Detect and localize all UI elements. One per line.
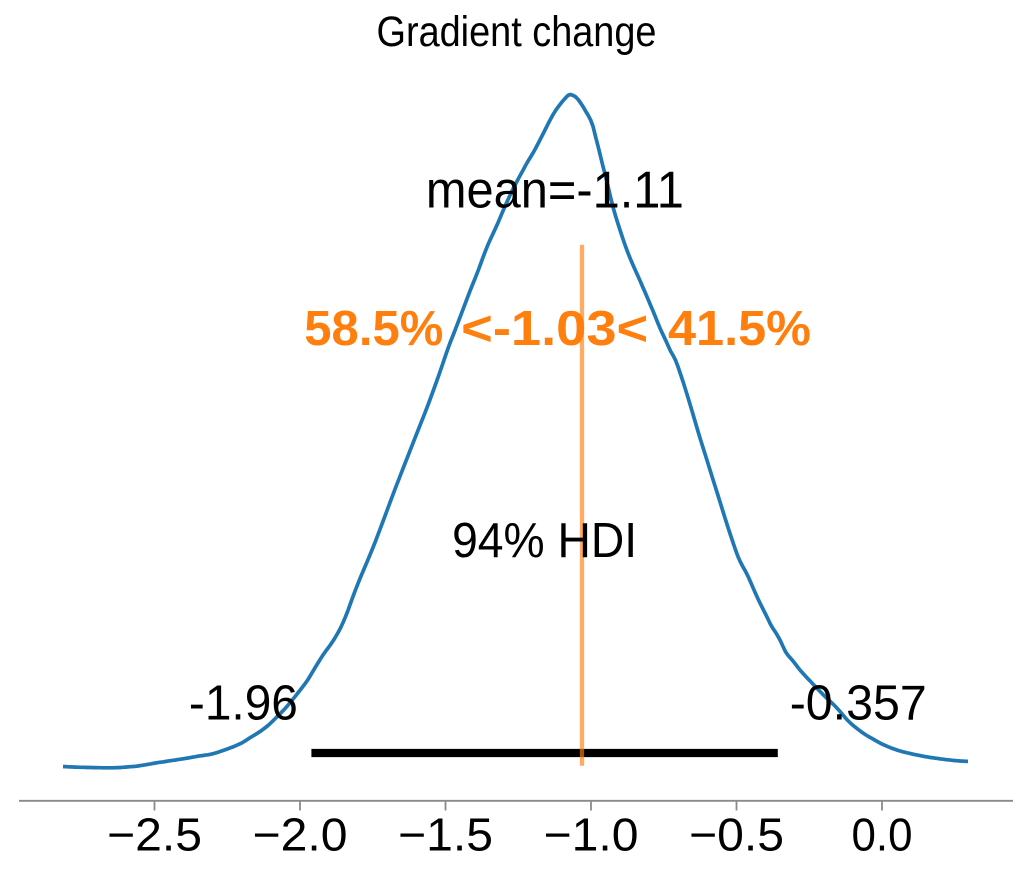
svg-text:-1.96: -1.96 — [189, 675, 298, 730]
svg-text:58.5%: 58.5% — [304, 302, 443, 356]
svg-text:0.0: 0.0 — [852, 809, 913, 861]
svg-text:−1.5: −1.5 — [398, 809, 493, 861]
svg-text:41.5%: 41.5% — [668, 302, 811, 356]
svg-text:−0.5: −0.5 — [689, 809, 784, 861]
svg-text:<-1.03<: <-1.03< — [461, 302, 648, 356]
svg-text:−2.5: −2.5 — [107, 809, 202, 861]
svg-text:-0.357: -0.357 — [790, 675, 927, 730]
svg-text:mean=-1.11: mean=-1.11 — [426, 161, 684, 219]
svg-text:Gradient change: Gradient change — [377, 8, 657, 56]
svg-text:−1.0: −1.0 — [544, 809, 639, 861]
svg-text:94% HDI: 94% HDI — [452, 513, 637, 568]
svg-text:−2.0: −2.0 — [253, 809, 348, 861]
